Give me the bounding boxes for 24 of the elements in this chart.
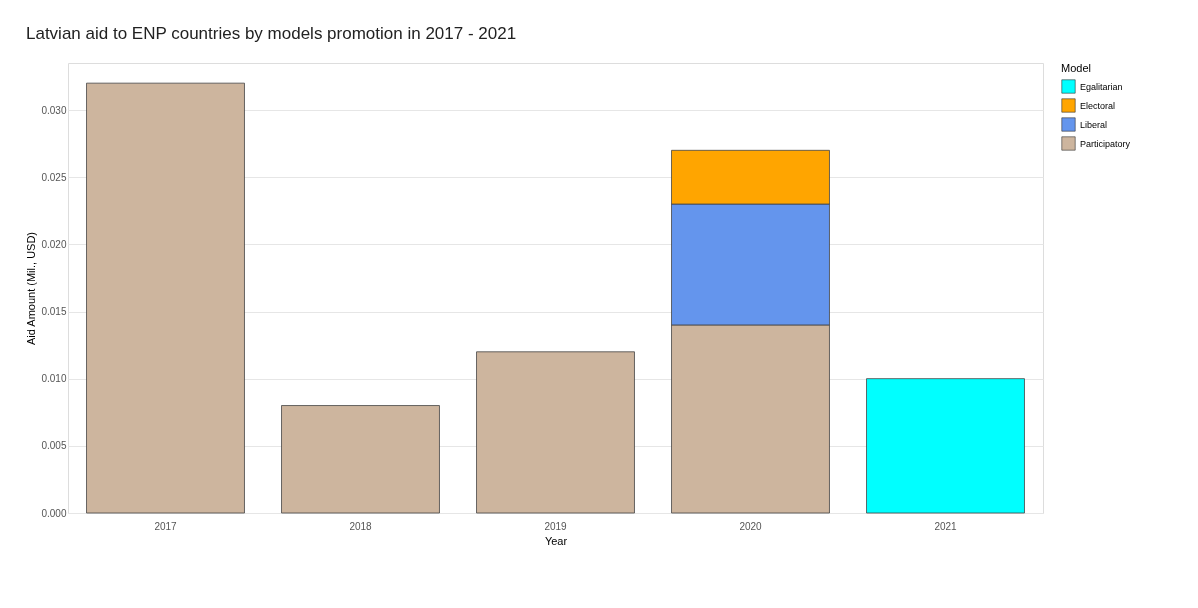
bar [476, 351, 635, 514]
x-tick-label: 2018 [349, 520, 373, 532]
y-tick-label: 0.010 [41, 373, 67, 385]
y-tick-label: 0.030 [41, 104, 67, 116]
legend-title: Model [1061, 62, 1091, 74]
legend-label: Participatory [1080, 138, 1131, 149]
x-tick-label: 2021 [934, 520, 958, 532]
bar [281, 405, 440, 514]
x-tick-label: 2019 [544, 520, 568, 532]
x-tick-label: 2020 [739, 520, 763, 532]
bar [86, 82, 245, 514]
y-axis-title: Aid Amount (Mil., USD) [25, 231, 38, 346]
chart-title: Latvian aid to ENP countries by models promotion in 2017 - 2021 [25, 24, 517, 43]
y-tick-label: 0.025 [41, 171, 67, 183]
y-tick-label: 0.020 [41, 238, 67, 250]
y-tick-label: 0.000 [41, 507, 67, 519]
x-axis-title: Year [544, 534, 568, 547]
legend-label: Electoral [1080, 100, 1116, 111]
bar [866, 378, 1025, 514]
y-tick-label: 0.015 [41, 306, 67, 318]
y-tick-label: 0.005 [41, 440, 67, 452]
x-tick-label: 2017 [154, 520, 178, 532]
legend-label: Egalitarian [1080, 81, 1123, 92]
legend-label: Liberal [1080, 119, 1108, 130]
